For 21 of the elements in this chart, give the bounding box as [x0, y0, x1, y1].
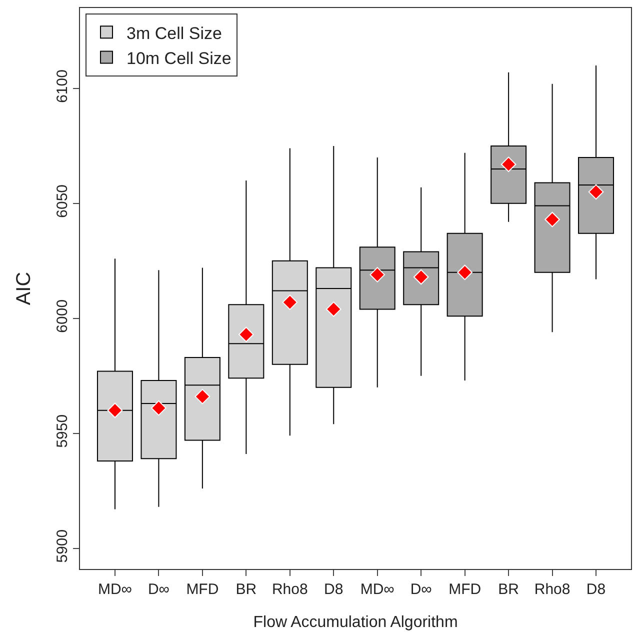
y-tick-label: 6100 — [54, 70, 71, 103]
y-tick-label: 6050 — [54, 184, 71, 218]
x-tick-label: D∞ — [148, 581, 170, 598]
x-tick-label: D8 — [586, 581, 606, 598]
x-tick-label: BR — [498, 581, 520, 598]
legend-label: 3m Cell Size — [126, 24, 222, 43]
x-tick-label: MD∞ — [98, 581, 132, 598]
y-tick-label: 5900 — [54, 529, 71, 563]
x-tick-label: D∞ — [410, 581, 432, 598]
x-tick-label: Rho8 — [534, 581, 570, 598]
x-tick-label: D8 — [324, 581, 344, 598]
x-tick-label: BR — [236, 581, 257, 598]
x-tick-label: MFD — [186, 581, 219, 598]
x-axis-title: Flow Accumulation Algorithm — [253, 614, 458, 631]
x-tick-label: MFD — [448, 581, 482, 598]
y-tick-label: 6000 — [54, 299, 71, 333]
legend-label: 10m Cell Size — [126, 48, 232, 68]
y-axis-title: AIC — [13, 272, 35, 306]
x-tick-label: Rho8 — [272, 581, 308, 598]
x-tick-label: MD∞ — [360, 581, 395, 598]
y-tick-label: 5950 — [54, 414, 71, 448]
